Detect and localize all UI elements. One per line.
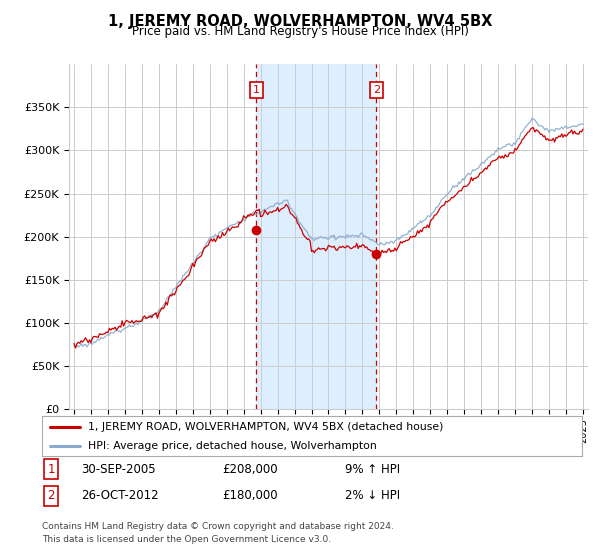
Text: Contains HM Land Registry data © Crown copyright and database right 2024.: Contains HM Land Registry data © Crown c… xyxy=(42,522,394,531)
Text: 1, JEREMY ROAD, WOLVERHAMPTON, WV4 5BX (detached house): 1, JEREMY ROAD, WOLVERHAMPTON, WV4 5BX (… xyxy=(88,422,443,432)
Text: 2% ↓ HPI: 2% ↓ HPI xyxy=(345,489,400,502)
Bar xyxy=(256,64,376,409)
Text: This data is licensed under the Open Government Licence v3.0.: This data is licensed under the Open Gov… xyxy=(42,535,331,544)
Text: 26-OCT-2012: 26-OCT-2012 xyxy=(81,489,158,502)
Text: 2: 2 xyxy=(373,85,380,95)
Text: 1: 1 xyxy=(253,85,260,95)
Text: 9% ↑ HPI: 9% ↑ HPI xyxy=(345,463,400,476)
Text: £180,000: £180,000 xyxy=(222,489,278,502)
Text: 1: 1 xyxy=(47,463,55,476)
Text: £208,000: £208,000 xyxy=(222,463,278,476)
Text: 2: 2 xyxy=(47,489,55,502)
Text: HPI: Average price, detached house, Wolverhampton: HPI: Average price, detached house, Wolv… xyxy=(88,441,377,450)
Text: 1, JEREMY ROAD, WOLVERHAMPTON, WV4 5BX: 1, JEREMY ROAD, WOLVERHAMPTON, WV4 5BX xyxy=(108,14,492,29)
Text: 30-SEP-2005: 30-SEP-2005 xyxy=(81,463,155,476)
Text: Price paid vs. HM Land Registry's House Price Index (HPI): Price paid vs. HM Land Registry's House … xyxy=(131,25,469,38)
